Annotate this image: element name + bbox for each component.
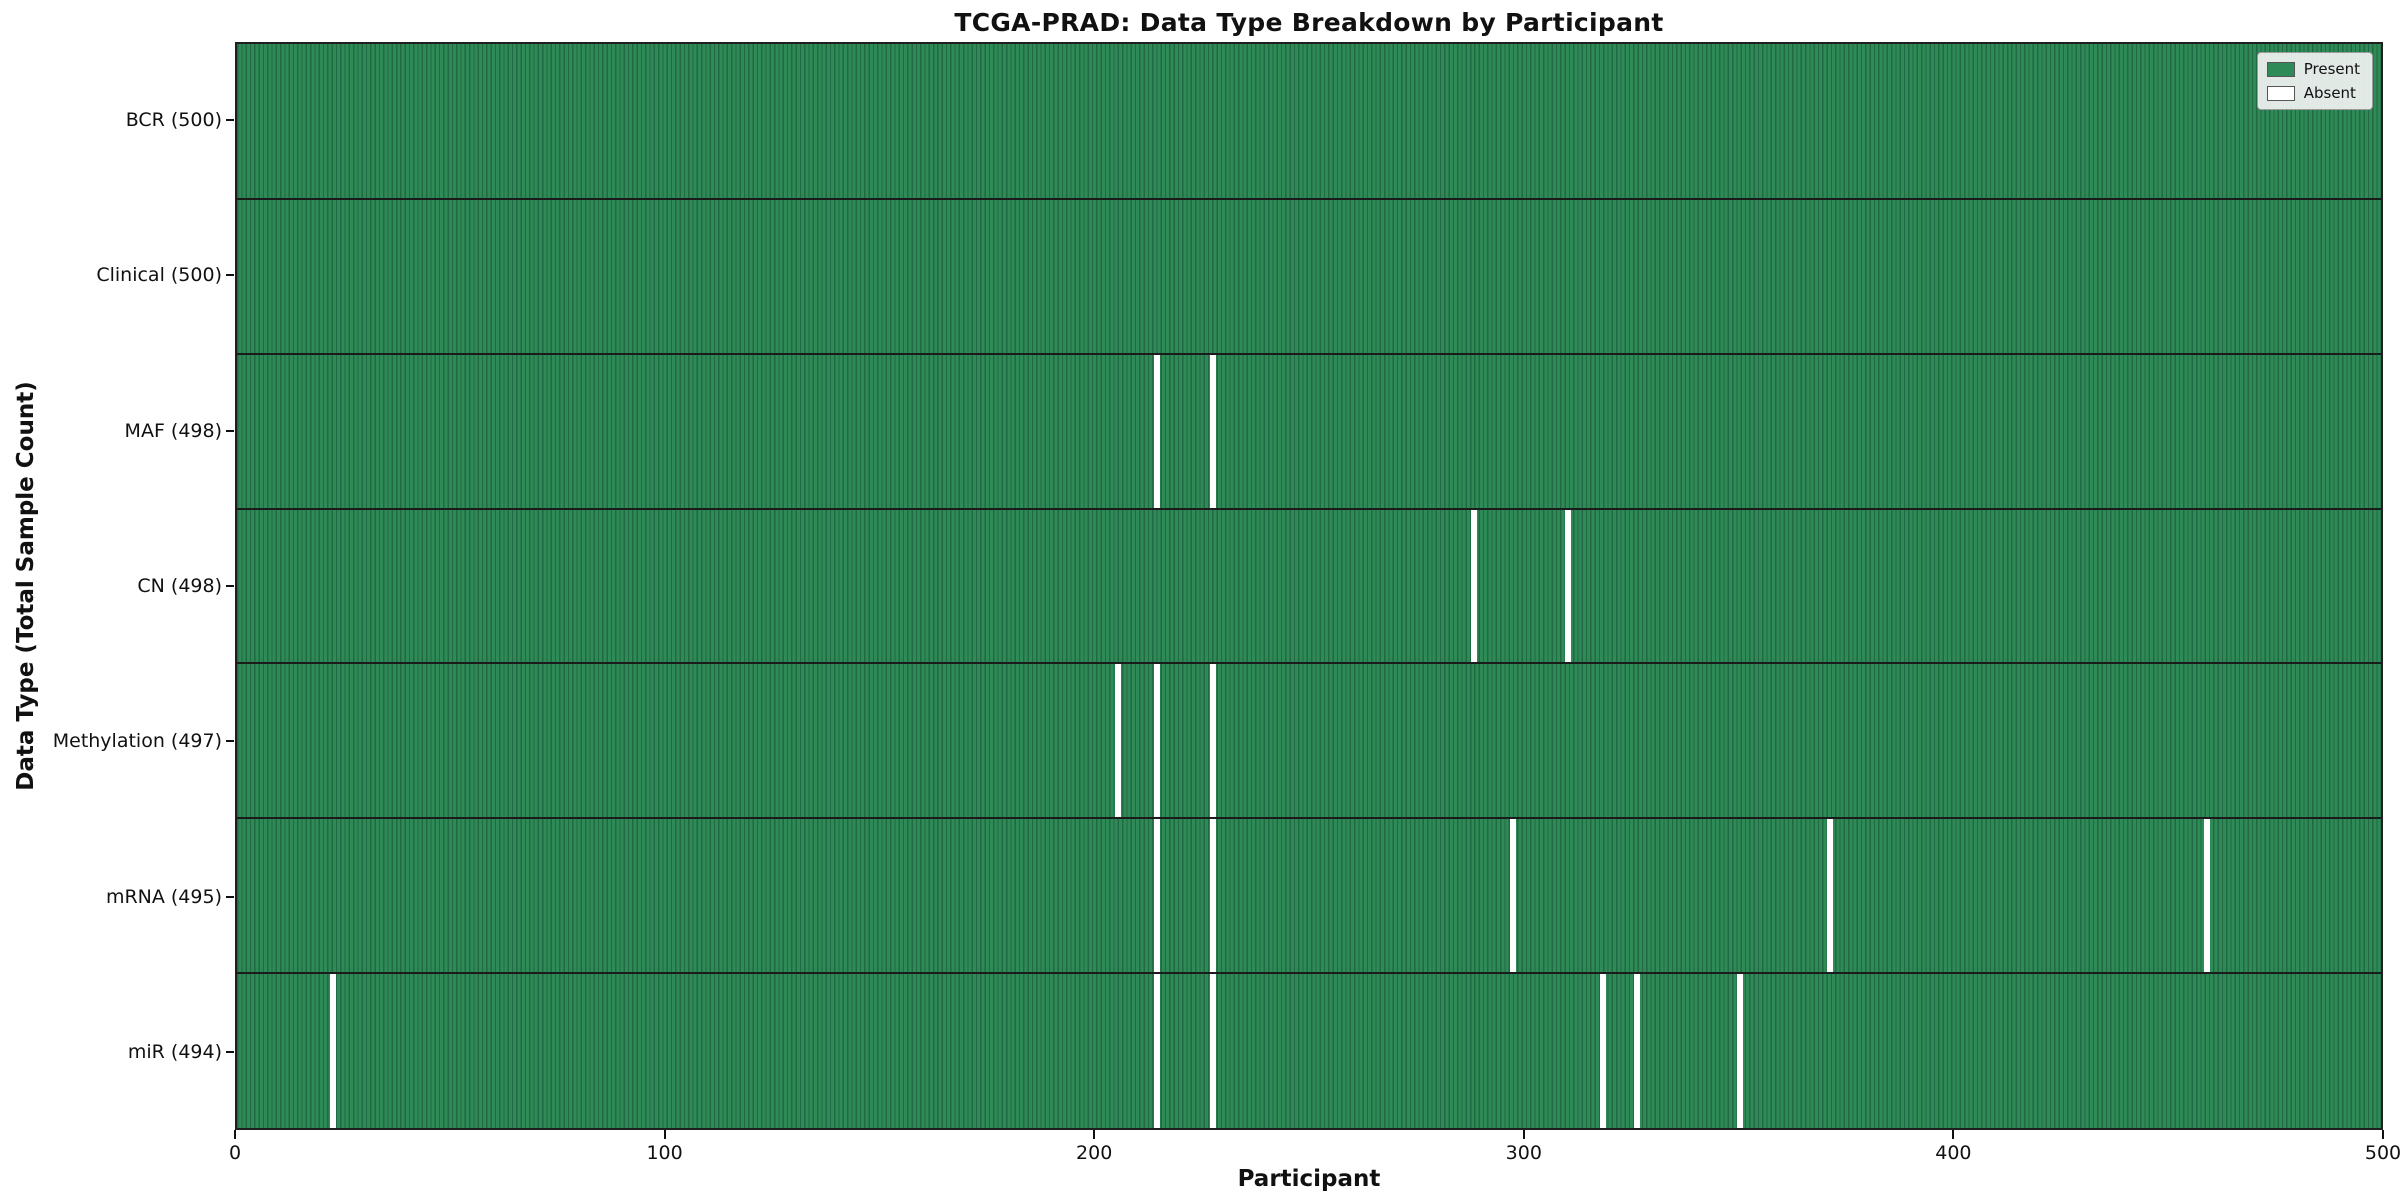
- row-separator: [237, 197, 2381, 200]
- absent-cell-cn-310: [1565, 508, 1572, 664]
- xtick-label-400: 400: [1935, 1142, 1972, 1164]
- xtick-mark: [1522, 1130, 1525, 1139]
- y-axis-tick-labels: BCR (500) Clinical (500) MAF (498) CN (498)…: [0, 42, 234, 1130]
- xtick-mark: [1093, 1130, 1096, 1139]
- legend-item-present: Present: [2266, 60, 2360, 78]
- xtick-mark: [663, 1130, 666, 1139]
- xtick-label-500: 500: [2364, 1142, 2400, 1164]
- row-clinical: [237, 199, 2381, 354]
- xtick-label-100: 100: [646, 1142, 683, 1164]
- row-separator: [237, 507, 2381, 510]
- x-axis-tick-labels: 0 100 200 300 400 500: [229, 1130, 2400, 1170]
- absent-cell-mrna-297: [1509, 818, 1516, 974]
- legend-swatch-absent: [2266, 85, 2295, 101]
- ytick-mark: [226, 274, 234, 277]
- absent-cell-cn-288: [1471, 508, 1478, 664]
- ytick-mark: [226, 429, 234, 432]
- xtick-mark: [2382, 1130, 2384, 1139]
- ytick-mark: [226, 895, 234, 898]
- xtick-label-0: 0: [228, 1142, 242, 1164]
- xtick-label-200: 200: [1076, 1142, 1113, 1164]
- row-separator: [237, 662, 2381, 665]
- legend-swatch-present: [2266, 61, 2295, 77]
- ytick-label-bcr: BCR (500): [125, 108, 222, 131]
- legend: Present Absent: [2256, 52, 2373, 110]
- legend-label: Absent: [2303, 84, 2356, 102]
- ytick-label-methylation: Methylation (497): [52, 730, 222, 753]
- row-bcr: [237, 44, 2381, 199]
- ytick-label-mrna: mRNA (495): [105, 885, 222, 908]
- ytick-mark: [226, 1051, 234, 1054]
- row-separator: [237, 817, 2381, 820]
- absent-cell-mir-318: [1599, 973, 1606, 1128]
- absent-cell-methylation-205: [1115, 663, 1122, 819]
- absent-cell-maf-214: [1153, 353, 1160, 509]
- absent-cell-maf-227: [1209, 353, 1216, 509]
- ytick-mark: [226, 740, 234, 743]
- absent-cell-mir-350: [1736, 973, 1743, 1128]
- row-separator: [237, 352, 2381, 355]
- x-axis-label: Participant: [1237, 1166, 1381, 1192]
- chart-title: TCGA-PRAD: Data Type Breakdown by Partic…: [954, 8, 1664, 37]
- ytick-label-clinical: Clinical (500): [96, 264, 222, 287]
- legend-label: Present: [2303, 60, 2360, 78]
- row-mrna: [237, 818, 2381, 974]
- absent-cell-mir-22: [330, 973, 337, 1128]
- row-methylation: [237, 663, 2381, 819]
- ytick-label-maf: MAF (498): [124, 419, 222, 442]
- ytick-mark: [226, 118, 234, 121]
- row-cn: [237, 508, 2381, 664]
- absent-cell-mrna-459: [2204, 818, 2211, 974]
- ytick-label-mir: miR (494): [127, 1041, 222, 1064]
- absent-cell-mrna-371: [1826, 818, 1833, 974]
- ytick-label-cn: CN (498): [137, 575, 222, 597]
- absent-cell-mir-214: [1153, 973, 1160, 1128]
- absent-cell-methylation-227: [1209, 663, 1216, 819]
- row-mir: [237, 973, 2381, 1128]
- absent-cell-methylation-214: [1153, 663, 1160, 819]
- absent-cell-mir-227: [1209, 973, 1216, 1128]
- xtick-mark: [1952, 1130, 1955, 1139]
- xtick-label-300: 300: [1505, 1142, 1542, 1164]
- absent-cell-mrna-227: [1209, 818, 1216, 974]
- ytick-mark: [226, 585, 234, 587]
- legend-item-absent: Absent: [2266, 84, 2360, 102]
- row-separator: [237, 972, 2381, 975]
- plot-area: Present Absent: [235, 42, 2383, 1130]
- xtick-mark: [234, 1130, 236, 1139]
- absent-cell-mrna-214: [1153, 818, 1160, 974]
- absent-cell-mir-326: [1634, 973, 1641, 1128]
- row-maf: [237, 353, 2381, 509]
